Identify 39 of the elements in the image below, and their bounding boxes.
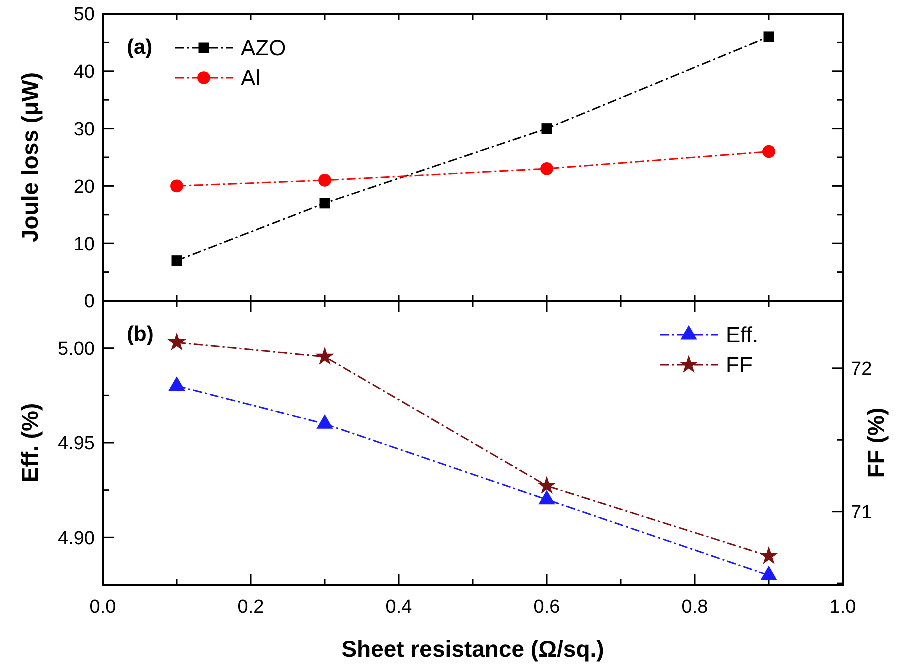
point [320,198,330,209]
y2-tick-label: 71 [851,502,872,524]
y-tick-label: 10 [74,234,95,256]
y-tick-label: 20 [74,176,95,198]
y2-axis-title: FF (%) [863,408,889,478]
y-tick-label: 4.95 [58,434,95,455]
y-tick-label: 5.00 [58,338,95,360]
x-tick-label: 0.6 [534,597,560,618]
legend-label: AZO [241,36,286,61]
point [764,32,774,42]
x-axis-title: Sheet resistance (Ω/sq.) [342,636,604,662]
point [170,180,184,193]
point [540,162,554,176]
point [316,347,334,365]
y-tick-label: 0 [84,292,95,313]
y2-tick-label: 72 [851,359,872,380]
point [168,332,186,351]
point [172,256,182,266]
annotation: (a) [127,36,153,59]
point [542,124,552,134]
point [538,476,556,494]
annotation: (b) [127,323,154,346]
y-tick-label: 40 [74,62,95,84]
x-tick-label: 1.0 [830,597,856,618]
point [318,174,332,187]
point [760,546,778,564]
y-tick-label: 50 [74,4,95,26]
legend-label: Al [241,66,261,91]
x-tick-label: 0.8 [682,597,708,618]
y-tick-label: 4.90 [58,528,95,550]
x-tick-label: 0.4 [386,597,413,618]
legend-label: FF [726,352,753,378]
y-axis-title: Eff. (%) [17,403,43,483]
point [762,145,776,158]
y-tick-label: 30 [74,119,95,140]
x-tick-label: 0.0 [90,597,116,618]
y-axis-title: Joule loss (μW) [17,72,43,242]
x-tick-label: 0.2 [238,597,264,618]
legend-label: Eff. [726,322,759,348]
